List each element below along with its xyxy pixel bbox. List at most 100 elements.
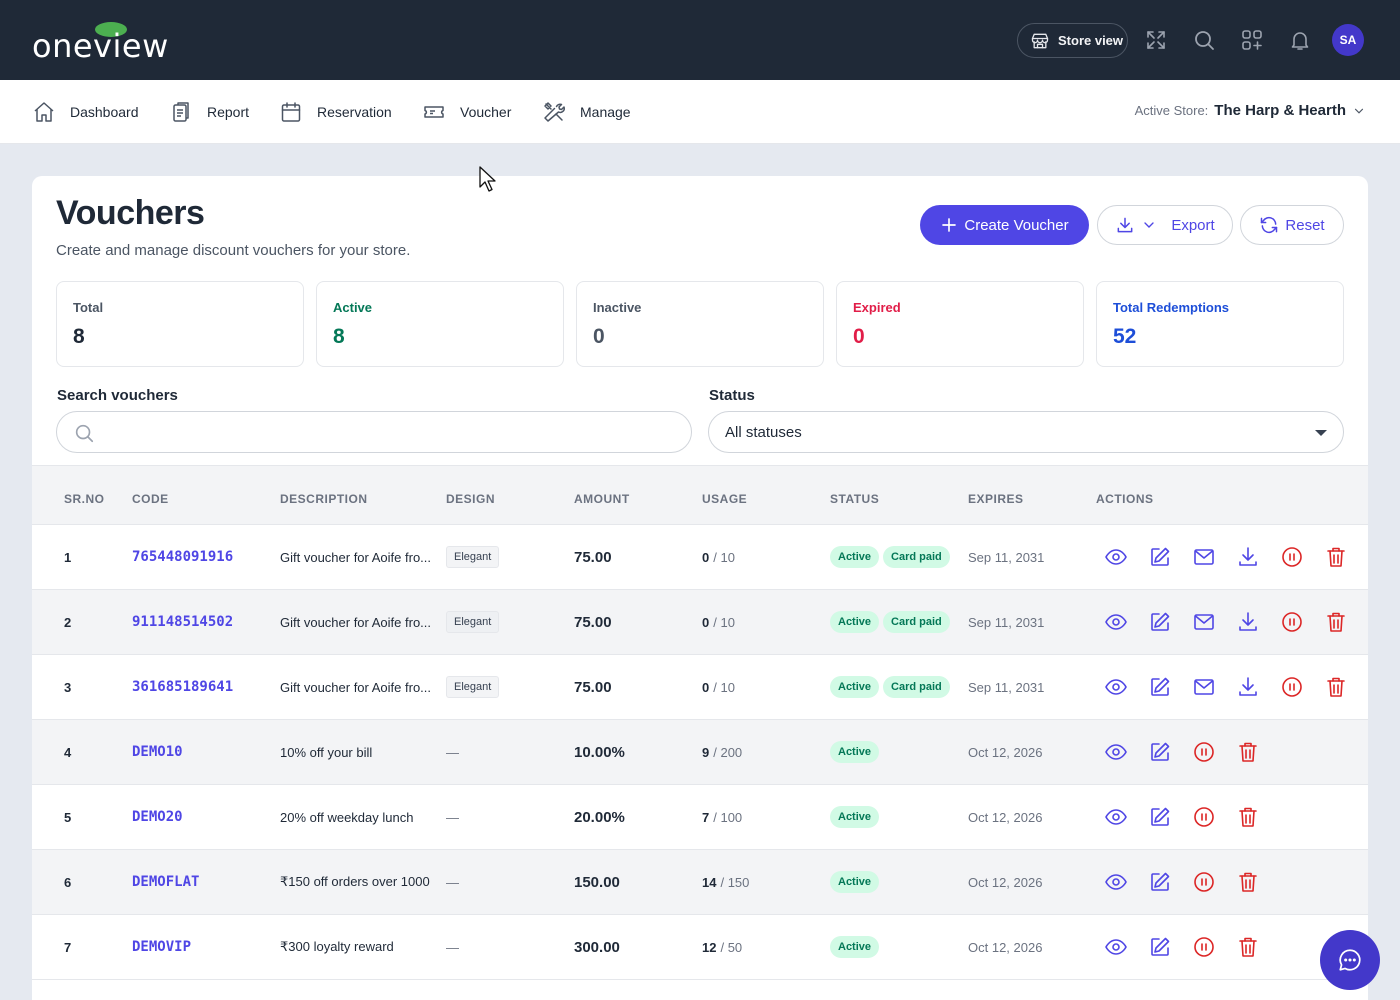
- delete-icon[interactable]: [1236, 740, 1260, 764]
- email-icon[interactable]: [1192, 545, 1216, 569]
- edit-icon[interactable]: [1148, 740, 1172, 764]
- stat-value: 8: [73, 325, 85, 348]
- view-icon[interactable]: [1104, 805, 1128, 829]
- status-badge: Active: [830, 546, 880, 568]
- download-icon[interactable]: [1236, 675, 1260, 699]
- row-amount: 300.00: [574, 938, 620, 956]
- view-icon[interactable]: [1104, 740, 1128, 764]
- pause-icon[interactable]: [1280, 610, 1304, 634]
- status-badge: Active: [830, 806, 880, 828]
- pause-icon[interactable]: [1280, 545, 1304, 569]
- status-label: Status: [709, 387, 755, 404]
- status-badge: Active: [830, 676, 880, 698]
- table-row: 2 911148514502 Gift voucher for Aoife fro.…: [32, 590, 1368, 655]
- delete-icon[interactable]: [1236, 935, 1260, 959]
- email-icon[interactable]: [1192, 610, 1216, 634]
- edit-icon[interactable]: [1148, 610, 1172, 634]
- row-actions: [1104, 720, 1260, 784]
- edit-icon[interactable]: [1148, 675, 1172, 699]
- stat-active: Active 8: [316, 281, 564, 367]
- nav-manage[interactable]: Manage: [542, 100, 631, 124]
- pause-icon[interactable]: [1192, 805, 1216, 829]
- nav-dashboard-label: Dashboard: [70, 104, 139, 120]
- voucher-code-link[interactable]: 765448091916: [132, 549, 234, 565]
- apps-icon[interactable]: [1240, 28, 1264, 52]
- bell-icon[interactable]: [1288, 28, 1312, 52]
- row-status: Active: [830, 785, 880, 849]
- status-badge: Active: [830, 741, 880, 763]
- download-icon[interactable]: [1236, 610, 1260, 634]
- design-chip: Elegant: [446, 546, 500, 568]
- stat-label: Inactive: [593, 300, 642, 315]
- search-input[interactable]: [107, 420, 677, 444]
- active-store-selector[interactable]: Active Store: The Harp & Hearth: [1135, 102, 1366, 119]
- view-icon[interactable]: [1104, 935, 1128, 959]
- reset-button[interactable]: Reset: [1240, 205, 1344, 245]
- voucher-code-link[interactable]: 911148514502: [132, 614, 234, 630]
- pause-icon[interactable]: [1280, 675, 1304, 699]
- view-icon[interactable]: [1104, 870, 1128, 894]
- payment-badge: Card paid: [883, 546, 950, 568]
- delete-icon[interactable]: [1236, 870, 1260, 894]
- edit-icon[interactable]: [1148, 935, 1172, 959]
- row-status: Active: [830, 720, 880, 784]
- email-icon[interactable]: [1192, 675, 1216, 699]
- export-button[interactable]: Export: [1097, 205, 1233, 245]
- calendar-icon: [281, 102, 301, 122]
- row-description-text: ₹150 off orders over 1000: [280, 874, 430, 889]
- row-srno: 5: [64, 809, 72, 825]
- tools-icon: [544, 102, 565, 122]
- col-header-design: DESIGN: [446, 492, 496, 506]
- active-store-label: Active Store:: [1134, 103, 1209, 118]
- usage-limit: / 50: [720, 939, 743, 955]
- vouchers-table-body: 1 765448091916 Gift voucher for Aoife fro.…: [32, 525, 1368, 980]
- chat-icon: [1339, 949, 1361, 971]
- voucher-code-link[interactable]: DEMOFLAT: [132, 874, 200, 890]
- voucher-code-link[interactable]: DEMO20: [132, 809, 183, 825]
- export-label: Export: [1171, 216, 1215, 234]
- view-icon[interactable]: [1104, 610, 1128, 634]
- row-description-text: ₹300 loyalty reward: [280, 939, 394, 954]
- download-icon[interactable]: [1236, 545, 1260, 569]
- user-avatar[interactable]: SA: [1332, 24, 1364, 56]
- fullscreen-icon[interactable]: [1144, 28, 1168, 52]
- ticket-icon: [424, 106, 444, 118]
- usage-limit: / 10: [713, 679, 735, 695]
- voucher-code-link[interactable]: 361685189641: [132, 679, 234, 695]
- row-design: Elegant: [446, 655, 500, 719]
- nav-report[interactable]: Report: [169, 100, 249, 124]
- nav-reservation[interactable]: Reservation: [279, 100, 392, 124]
- pause-icon[interactable]: [1192, 935, 1216, 959]
- delete-icon[interactable]: [1324, 610, 1348, 634]
- edit-icon[interactable]: [1148, 805, 1172, 829]
- edit-icon[interactable]: [1148, 545, 1172, 569]
- refresh-icon: [1261, 216, 1278, 234]
- chevron-down-icon: [1144, 222, 1154, 228]
- voucher-code-link[interactable]: DEMOVIP: [132, 939, 192, 955]
- nav-voucher[interactable]: Voucher: [422, 100, 511, 124]
- chevron-down-icon: [1354, 108, 1364, 114]
- view-icon[interactable]: [1104, 675, 1128, 699]
- nav-reservation-label: Reservation: [317, 104, 392, 120]
- row-actions: [1104, 590, 1348, 654]
- search-field[interactable]: [56, 411, 692, 453]
- delete-icon[interactable]: [1324, 675, 1348, 699]
- delete-icon[interactable]: [1236, 805, 1260, 829]
- create-voucher-label: Create Voucher: [964, 216, 1069, 234]
- delete-icon[interactable]: [1324, 545, 1348, 569]
- row-expires: Sep 11, 2031: [968, 679, 1045, 695]
- pause-icon[interactable]: [1192, 740, 1216, 764]
- status-select[interactable]: All statuses: [708, 411, 1344, 453]
- edit-icon[interactable]: [1148, 870, 1172, 894]
- status-badge: Active: [830, 871, 880, 893]
- create-voucher-button[interactable]: Create Voucher: [920, 205, 1089, 245]
- voucher-code-link[interactable]: DEMO10: [132, 744, 183, 760]
- main-nav: Dashboard Report Reservation Voucher Man…: [0, 80, 1400, 144]
- chat-button[interactable]: [1320, 930, 1380, 990]
- nav-dashboard[interactable]: Dashboard: [32, 100, 139, 124]
- pause-icon[interactable]: [1192, 870, 1216, 894]
- store-view-button[interactable]: Store view: [1017, 23, 1128, 58]
- row-description-text: Gift voucher for Aoife fro...: [280, 614, 432, 630]
- view-icon[interactable]: [1104, 545, 1128, 569]
- search-icon[interactable]: [1192, 28, 1216, 52]
